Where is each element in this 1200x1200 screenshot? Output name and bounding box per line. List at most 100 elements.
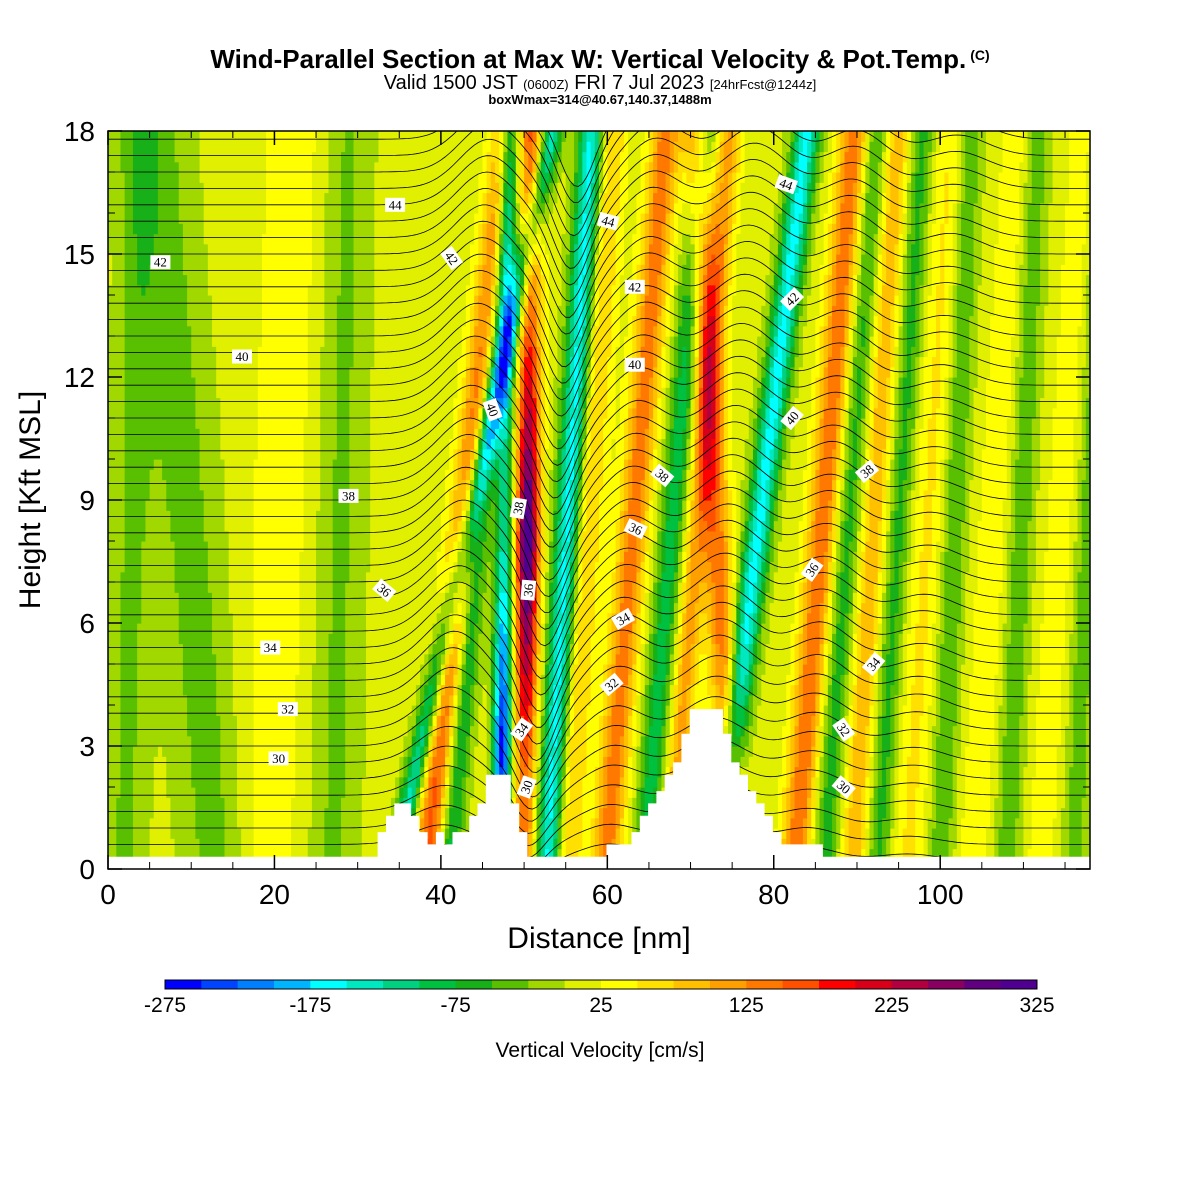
velocity-cell [798, 725, 804, 737]
velocity-cell [1040, 776, 1045, 788]
velocity-cell [844, 848, 850, 860]
velocity-cell [777, 735, 783, 747]
velocity-cell [973, 787, 979, 798]
velocity-cell [923, 787, 929, 798]
velocity-cell [1019, 694, 1025, 706]
velocity-cell [894, 653, 900, 665]
velocity-cell [861, 653, 866, 665]
velocity-cell [1052, 756, 1058, 768]
velocity-cell [1052, 807, 1058, 819]
velocity-cell [424, 735, 429, 747]
velocity-cell [157, 705, 163, 716]
velocity-cell [253, 705, 259, 716]
velocity-cell [1073, 797, 1079, 809]
velocity-cell [336, 848, 342, 860]
velocity-cell [153, 694, 159, 706]
velocity-cell [128, 828, 134, 839]
velocity-cell [536, 766, 542, 778]
velocity-cell [981, 797, 987, 809]
velocity-cell [615, 828, 621, 839]
velocity-cell [574, 838, 579, 850]
velocity-cell [961, 807, 966, 819]
velocity-cell [1077, 705, 1083, 716]
velocity-cell [1019, 787, 1025, 798]
velocity-cell [382, 746, 388, 757]
velocity-cell [395, 787, 400, 798]
velocity-cell [827, 848, 833, 860]
velocity-cell [782, 828, 787, 839]
velocity-cell [320, 787, 325, 798]
velocity-cell [661, 715, 667, 727]
velocity-cell [873, 807, 879, 819]
velocity-cell [332, 674, 338, 686]
velocity-cell [815, 817, 821, 829]
velocity-cell [881, 715, 887, 727]
velocity-cell [632, 817, 638, 829]
velocity-cell [665, 746, 671, 757]
velocity-cell [944, 715, 950, 727]
velocity-cell [977, 715, 983, 727]
velocity-cell [990, 766, 995, 778]
velocity-cell [132, 797, 138, 809]
velocity-cell [1085, 807, 1090, 819]
velocity-cell [977, 756, 983, 768]
velocity-cell [1060, 838, 1066, 850]
velocity-cell [357, 725, 363, 737]
velocity-cell [927, 807, 933, 819]
velocity-cell [353, 694, 359, 706]
velocity-cell [827, 776, 833, 788]
velocity-cell [582, 715, 588, 727]
velocity-cell [207, 766, 213, 778]
velocity-cell [811, 735, 816, 747]
velocity-cell [990, 653, 995, 665]
velocity-cell [470, 725, 475, 737]
velocity-cell [990, 735, 995, 747]
velocity-cell [266, 735, 271, 747]
velocity-cell [1077, 664, 1083, 675]
velocity-cell [840, 746, 846, 757]
velocity-cell [823, 735, 829, 747]
velocity-cell [798, 797, 804, 809]
velocity-cell [170, 664, 176, 675]
velocity-cell [782, 746, 787, 757]
velocity-cell [278, 725, 284, 737]
velocity-cell [137, 746, 142, 757]
velocity-cell [386, 756, 392, 768]
velocity-cell [220, 787, 226, 798]
velocity-cell [141, 643, 147, 655]
velocity-cell [307, 828, 313, 839]
velocity-cell [278, 828, 284, 839]
velocity-cell [399, 776, 405, 788]
velocity-cell [761, 684, 767, 696]
velocity-cell [603, 848, 608, 860]
velocity-cell [449, 817, 454, 829]
velocity-cell [590, 787, 596, 798]
velocity-cell [1044, 664, 1049, 675]
velocity-cell [619, 787, 625, 798]
velocity-cell [174, 838, 180, 850]
velocity-cell [187, 848, 192, 860]
velocity-cell [303, 725, 309, 737]
velocity-cell [873, 674, 879, 686]
velocity-cell [316, 694, 321, 706]
velocity-cell [1081, 664, 1087, 675]
velocity-cell [307, 674, 313, 686]
velocity-cell [744, 735, 750, 747]
velocity-cell [470, 776, 475, 788]
velocity-cell [540, 653, 546, 665]
velocity-cell [877, 664, 883, 675]
velocity-cell [640, 684, 646, 696]
velocity-cell [973, 746, 979, 757]
velocity-cell [299, 756, 305, 768]
velocity-cell [761, 725, 767, 737]
velocity-cell [578, 715, 583, 727]
velocity-cell [936, 776, 941, 788]
velocity-cell [478, 766, 484, 778]
velocity-cell [1040, 766, 1045, 778]
velocity-cell [915, 715, 920, 727]
velocity-cell [790, 807, 796, 819]
velocity-cell [328, 653, 334, 665]
velocity-cell [661, 756, 667, 768]
velocity-cell [415, 684, 421, 696]
velocity-cell [886, 746, 891, 757]
